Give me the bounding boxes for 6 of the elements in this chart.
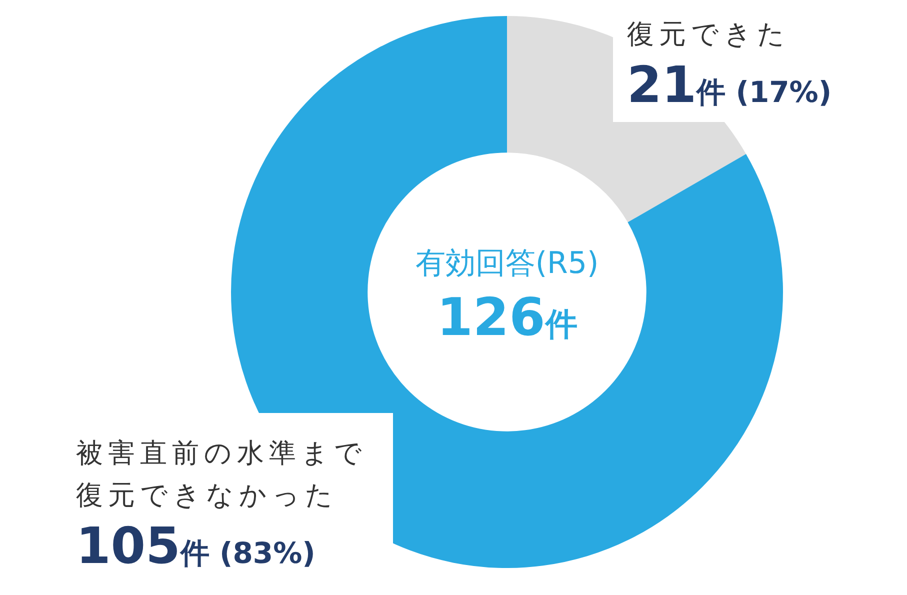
slice-label: 被害直前の水準まで復元できなかった: [76, 437, 368, 513]
data-label: 105件 (83%): [76, 517, 316, 575]
text: 有効回答(R5): [414, 245, 600, 283]
slice-label: 復元できた: [627, 18, 791, 52]
data-label: 21件 (17%): [627, 56, 832, 114]
text: 126件: [436, 288, 578, 348]
